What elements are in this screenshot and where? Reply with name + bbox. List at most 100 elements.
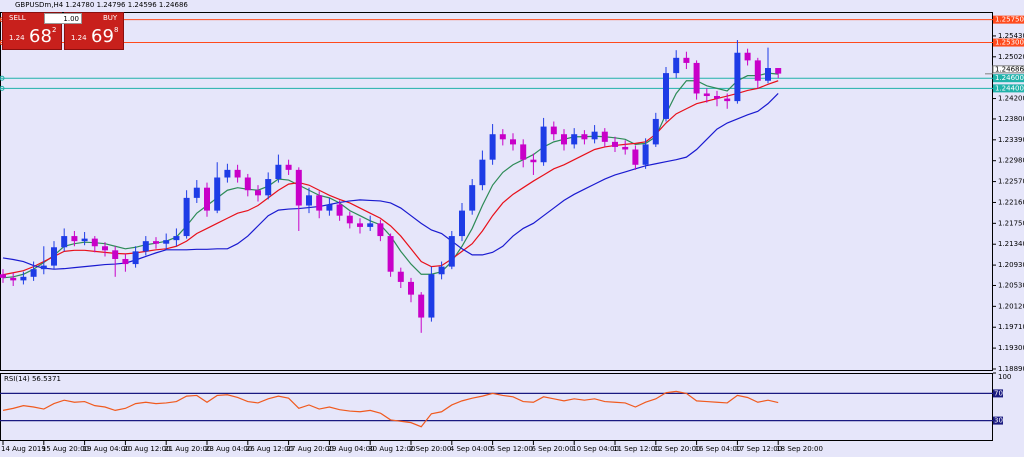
x-tick-label: 17 Sep 12:00	[735, 445, 782, 453]
candle-body	[163, 240, 170, 244]
candle-body	[520, 144, 527, 160]
level-label-box	[993, 38, 1024, 47]
buy-fraction: 8	[114, 26, 119, 34]
candle-body	[632, 149, 639, 165]
y-tick-label: 1.23390	[998, 136, 1024, 144]
y-tick-label: 1.22160	[998, 198, 1024, 206]
candle-body	[744, 52, 751, 61]
candle-body	[652, 118, 659, 145]
candle-body	[102, 246, 108, 251]
candle-body	[153, 241, 159, 244]
level-label-box	[993, 74, 1024, 83]
candle-body	[714, 96, 720, 99]
chart-title: GBPUSDm,H4 1.24780 1.24796 1.24596 1.246…	[15, 1, 188, 9]
candle-body	[173, 236, 180, 241]
candle-body	[550, 126, 557, 135]
candle-body	[724, 98, 731, 102]
candle-body	[754, 60, 761, 81]
x-tick-label: 30 Aug 12:00	[368, 445, 415, 453]
level-anchor	[0, 75, 5, 81]
buy-label: BUY	[103, 14, 118, 22]
candle-body	[306, 195, 312, 206]
x-tick-label: 18 Sep 20:00	[776, 445, 823, 453]
candle-body	[193, 187, 200, 198]
candle-body	[540, 126, 547, 163]
candle-body	[591, 131, 598, 140]
candle-body	[693, 62, 700, 94]
candle-body	[387, 236, 394, 272]
y-tick-label: 1.20530	[998, 281, 1024, 289]
candle-body	[234, 169, 241, 178]
level-label-box	[993, 15, 1024, 24]
candle-body	[91, 238, 98, 247]
y-tick-label: 1.20120	[998, 302, 1024, 310]
candle-body	[581, 134, 588, 140]
sell-pips: 68	[29, 26, 52, 47]
candle-body	[71, 236, 78, 242]
rsi-title: RSI(14) 56.5371	[4, 375, 61, 383]
candle-body	[0, 274, 6, 278]
y-tick-label: 1.23800	[998, 115, 1024, 123]
candle-body	[122, 258, 129, 265]
x-tick-label: 5 Sep 12:00	[491, 445, 533, 453]
candle-body	[408, 281, 414, 295]
y-tick-label: 1.19710	[998, 323, 1024, 331]
y-tick-label: 1.25020	[998, 53, 1024, 61]
candle-body	[40, 265, 47, 270]
candle-body	[601, 131, 608, 142]
candle-body	[479, 159, 486, 186]
candle-body	[214, 177, 221, 211]
candle-body	[377, 223, 384, 237]
moving-average-line	[2, 93, 779, 270]
x-tick-label: 6 Sep 20:00	[531, 445, 573, 453]
level-label-box	[993, 84, 1024, 93]
x-tick-label: 10 Sep 04:00	[572, 445, 619, 453]
rsi-level-label: 30	[994, 417, 1003, 425]
candle-body	[10, 277, 17, 281]
sell-button[interactable]: SELL 1.24 68 2	[2, 12, 62, 50]
candle-body	[357, 223, 363, 227]
x-tick-label: 23 Aug 04:00	[205, 445, 252, 453]
price-panel-frame	[0, 12, 993, 371]
sell-fraction: 2	[52, 26, 57, 34]
x-tick-label: 27 Aug 20:00	[287, 445, 334, 453]
candle-body	[418, 294, 425, 318]
candle-body	[683, 57, 690, 63]
y-tick-label: 1.25430	[998, 32, 1024, 40]
y-tick-label: 100	[998, 373, 1011, 381]
y-tick-label: 1.18890	[998, 365, 1024, 373]
candle-body	[326, 204, 333, 211]
candle-body	[642, 144, 649, 165]
candle-body	[561, 134, 567, 145]
sell-label: SELL	[9, 14, 26, 22]
candle-body	[530, 159, 537, 163]
buy-pips: 69	[91, 26, 114, 47]
candle-body	[224, 169, 231, 178]
moving-average-line	[2, 80, 779, 276]
candle-body	[673, 57, 680, 74]
lot-input[interactable]: 1.00	[44, 13, 82, 24]
level-anchor	[0, 85, 5, 91]
candle-body	[316, 195, 323, 211]
candle-body	[275, 164, 282, 180]
x-tick-label: 4 Sep 04:00	[450, 445, 492, 453]
x-tick-label: 19 Aug 04:00	[83, 445, 130, 453]
y-tick-label: 1.19300	[998, 344, 1024, 352]
rsi-level-label: 70	[994, 389, 1003, 397]
y-tick-label: 1.22980	[998, 157, 1024, 165]
candle-body	[285, 164, 292, 170]
candle-body	[397, 271, 404, 282]
buy-big-figure: 1.24	[71, 34, 87, 42]
candle-body	[51, 247, 57, 266]
sell-big-figure: 1.24	[9, 34, 25, 42]
candle-body	[499, 134, 506, 140]
candle-body	[367, 223, 374, 227]
candle-body	[132, 251, 139, 265]
candle-body	[765, 68, 771, 81]
y-tick-label: 1.21340	[998, 240, 1024, 248]
candle-body	[295, 169, 302, 206]
candle-body	[775, 68, 782, 74]
candle-body	[459, 210, 465, 237]
